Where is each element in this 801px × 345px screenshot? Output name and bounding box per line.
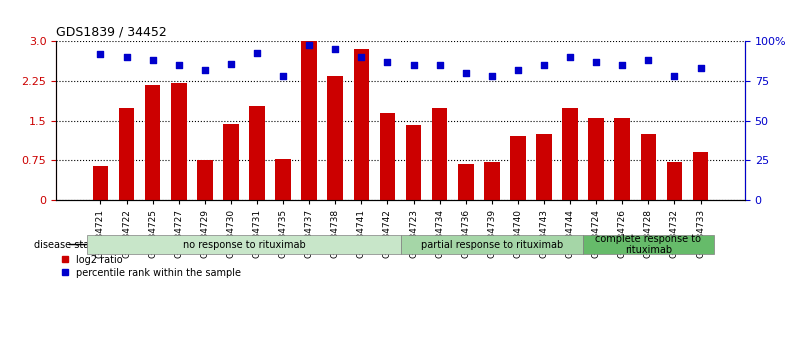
- Point: [694, 66, 707, 71]
- Bar: [510, 136, 525, 200]
- Point: [590, 59, 602, 65]
- Bar: [223, 125, 239, 200]
- Bar: [145, 85, 160, 200]
- Bar: [614, 118, 630, 200]
- Bar: [249, 106, 265, 200]
- Bar: [641, 134, 656, 200]
- Bar: [197, 160, 212, 200]
- Bar: [562, 108, 578, 200]
- Bar: [693, 152, 708, 200]
- Point: [642, 58, 654, 63]
- Point: [433, 62, 446, 68]
- Point: [120, 55, 133, 60]
- Point: [94, 51, 107, 57]
- Text: disease state: disease state: [34, 239, 99, 249]
- Bar: [276, 159, 291, 200]
- Point: [564, 55, 577, 60]
- Bar: [458, 164, 473, 200]
- Bar: [380, 113, 395, 200]
- Bar: [432, 108, 448, 200]
- Bar: [666, 162, 682, 200]
- Bar: [583, 235, 714, 254]
- Point: [381, 59, 394, 65]
- Bar: [406, 125, 421, 200]
- Point: [303, 42, 316, 47]
- Text: GDS1839 / 34452: GDS1839 / 34452: [56, 26, 167, 39]
- Point: [616, 62, 629, 68]
- Point: [199, 67, 211, 73]
- Point: [224, 61, 237, 66]
- Text: partial response to rituximab: partial response to rituximab: [421, 239, 563, 249]
- Point: [537, 62, 550, 68]
- Text: no response to rituximab: no response to rituximab: [183, 239, 305, 249]
- Bar: [328, 76, 343, 200]
- Point: [329, 47, 342, 52]
- Point: [276, 73, 289, 79]
- Legend: log2 ratio, percentile rank within the sample: log2 ratio, percentile rank within the s…: [61, 255, 241, 278]
- Point: [355, 55, 368, 60]
- Bar: [536, 134, 552, 200]
- Point: [668, 73, 681, 79]
- Point: [407, 62, 420, 68]
- Bar: [93, 166, 108, 200]
- Point: [147, 58, 159, 63]
- Point: [251, 50, 264, 55]
- Point: [459, 70, 472, 76]
- Bar: [353, 49, 369, 200]
- Bar: [400, 235, 583, 254]
- Point: [512, 67, 525, 73]
- Bar: [301, 41, 317, 200]
- Point: [172, 62, 185, 68]
- Point: [485, 73, 498, 79]
- Text: complete response to
rituximab: complete response to rituximab: [595, 234, 702, 255]
- Bar: [119, 108, 135, 200]
- Bar: [589, 118, 604, 200]
- Bar: [484, 162, 500, 200]
- Bar: [87, 235, 400, 254]
- Bar: [171, 83, 187, 200]
